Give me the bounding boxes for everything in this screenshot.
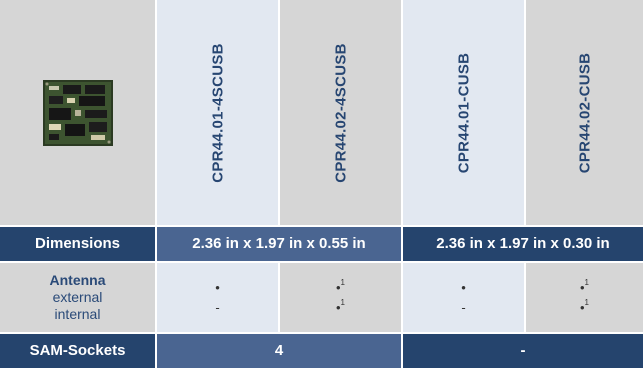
internal-mark: - (461, 299, 466, 315)
sam-value-1: 4 (274, 342, 284, 359)
dimensions-group-1: 2.36 in x 1.97 in x 0.55 in (157, 227, 403, 263)
internal-mark: •1 (579, 298, 589, 315)
antenna-cell-2: •1 •1 (280, 263, 403, 334)
external-mark: • (461, 279, 466, 295)
product-image-cell (0, 0, 157, 227)
antenna-external-label: external (52, 289, 103, 305)
external-mark: • (215, 279, 220, 295)
model-header-2: CPR44.02-4SCUSB (280, 0, 403, 227)
antenna-label-cell: Antenna external internal (0, 263, 157, 334)
antenna-cell-3: • - (403, 263, 526, 334)
dimensions-label-cell: Dimensions (0, 227, 157, 263)
header-row: CPR44.01-4SCUSB CPR44.02-4SCUSB CPR44.01… (0, 0, 643, 227)
dimensions-value-1: 2.36 in x 1.97 in x 0.55 in (192, 235, 366, 252)
dimensions-value-2: 2.36 in x 1.97 in x 0.30 in (436, 235, 610, 252)
antenna-internal-label: internal (54, 306, 101, 322)
model-name: CPR44.02-CUSB (576, 52, 593, 173)
external-mark: •1 (579, 278, 589, 295)
model-name: CPR44.01-4SCUSB (209, 42, 226, 183)
sam-label-cell: SAM-Sockets (0, 334, 157, 370)
dimensions-row: Dimensions 2.36 in x 1.97 in x 0.55 in 2… (0, 227, 643, 263)
internal-mark: •1 (335, 298, 345, 315)
dimensions-label: Dimensions (34, 235, 121, 252)
sam-sockets-row: SAM-Sockets 4 - (0, 334, 643, 370)
sam-group-1: 4 (157, 334, 403, 370)
sam-label: SAM-Sockets (29, 342, 126, 359)
internal-mark: - (215, 299, 220, 315)
sam-group-2: - (403, 334, 643, 370)
product-comparison-table: CPR44.01-4SCUSB CPR44.02-4SCUSB CPR44.01… (0, 0, 643, 370)
antenna-cell-4: •1 •1 (526, 263, 643, 334)
model-header-4: CPR44.02-CUSB (526, 0, 643, 227)
external-mark: •1 (335, 278, 345, 295)
antenna-label: Antenna (49, 272, 106, 288)
model-header-1: CPR44.01-4SCUSB (157, 0, 280, 227)
sam-value-2: - (520, 342, 526, 359)
model-name: CPR44.01-CUSB (455, 52, 472, 173)
circuit-board-image (42, 79, 113, 146)
antenna-row: Antenna external internal • - •1 •1 • - (0, 263, 643, 334)
antenna-cell-1: • - (157, 263, 280, 334)
model-name: CPR44.02-4SCUSB (332, 42, 349, 183)
dimensions-group-2: 2.36 in x 1.97 in x 0.30 in (403, 227, 643, 263)
model-header-3: CPR44.01-CUSB (403, 0, 526, 227)
